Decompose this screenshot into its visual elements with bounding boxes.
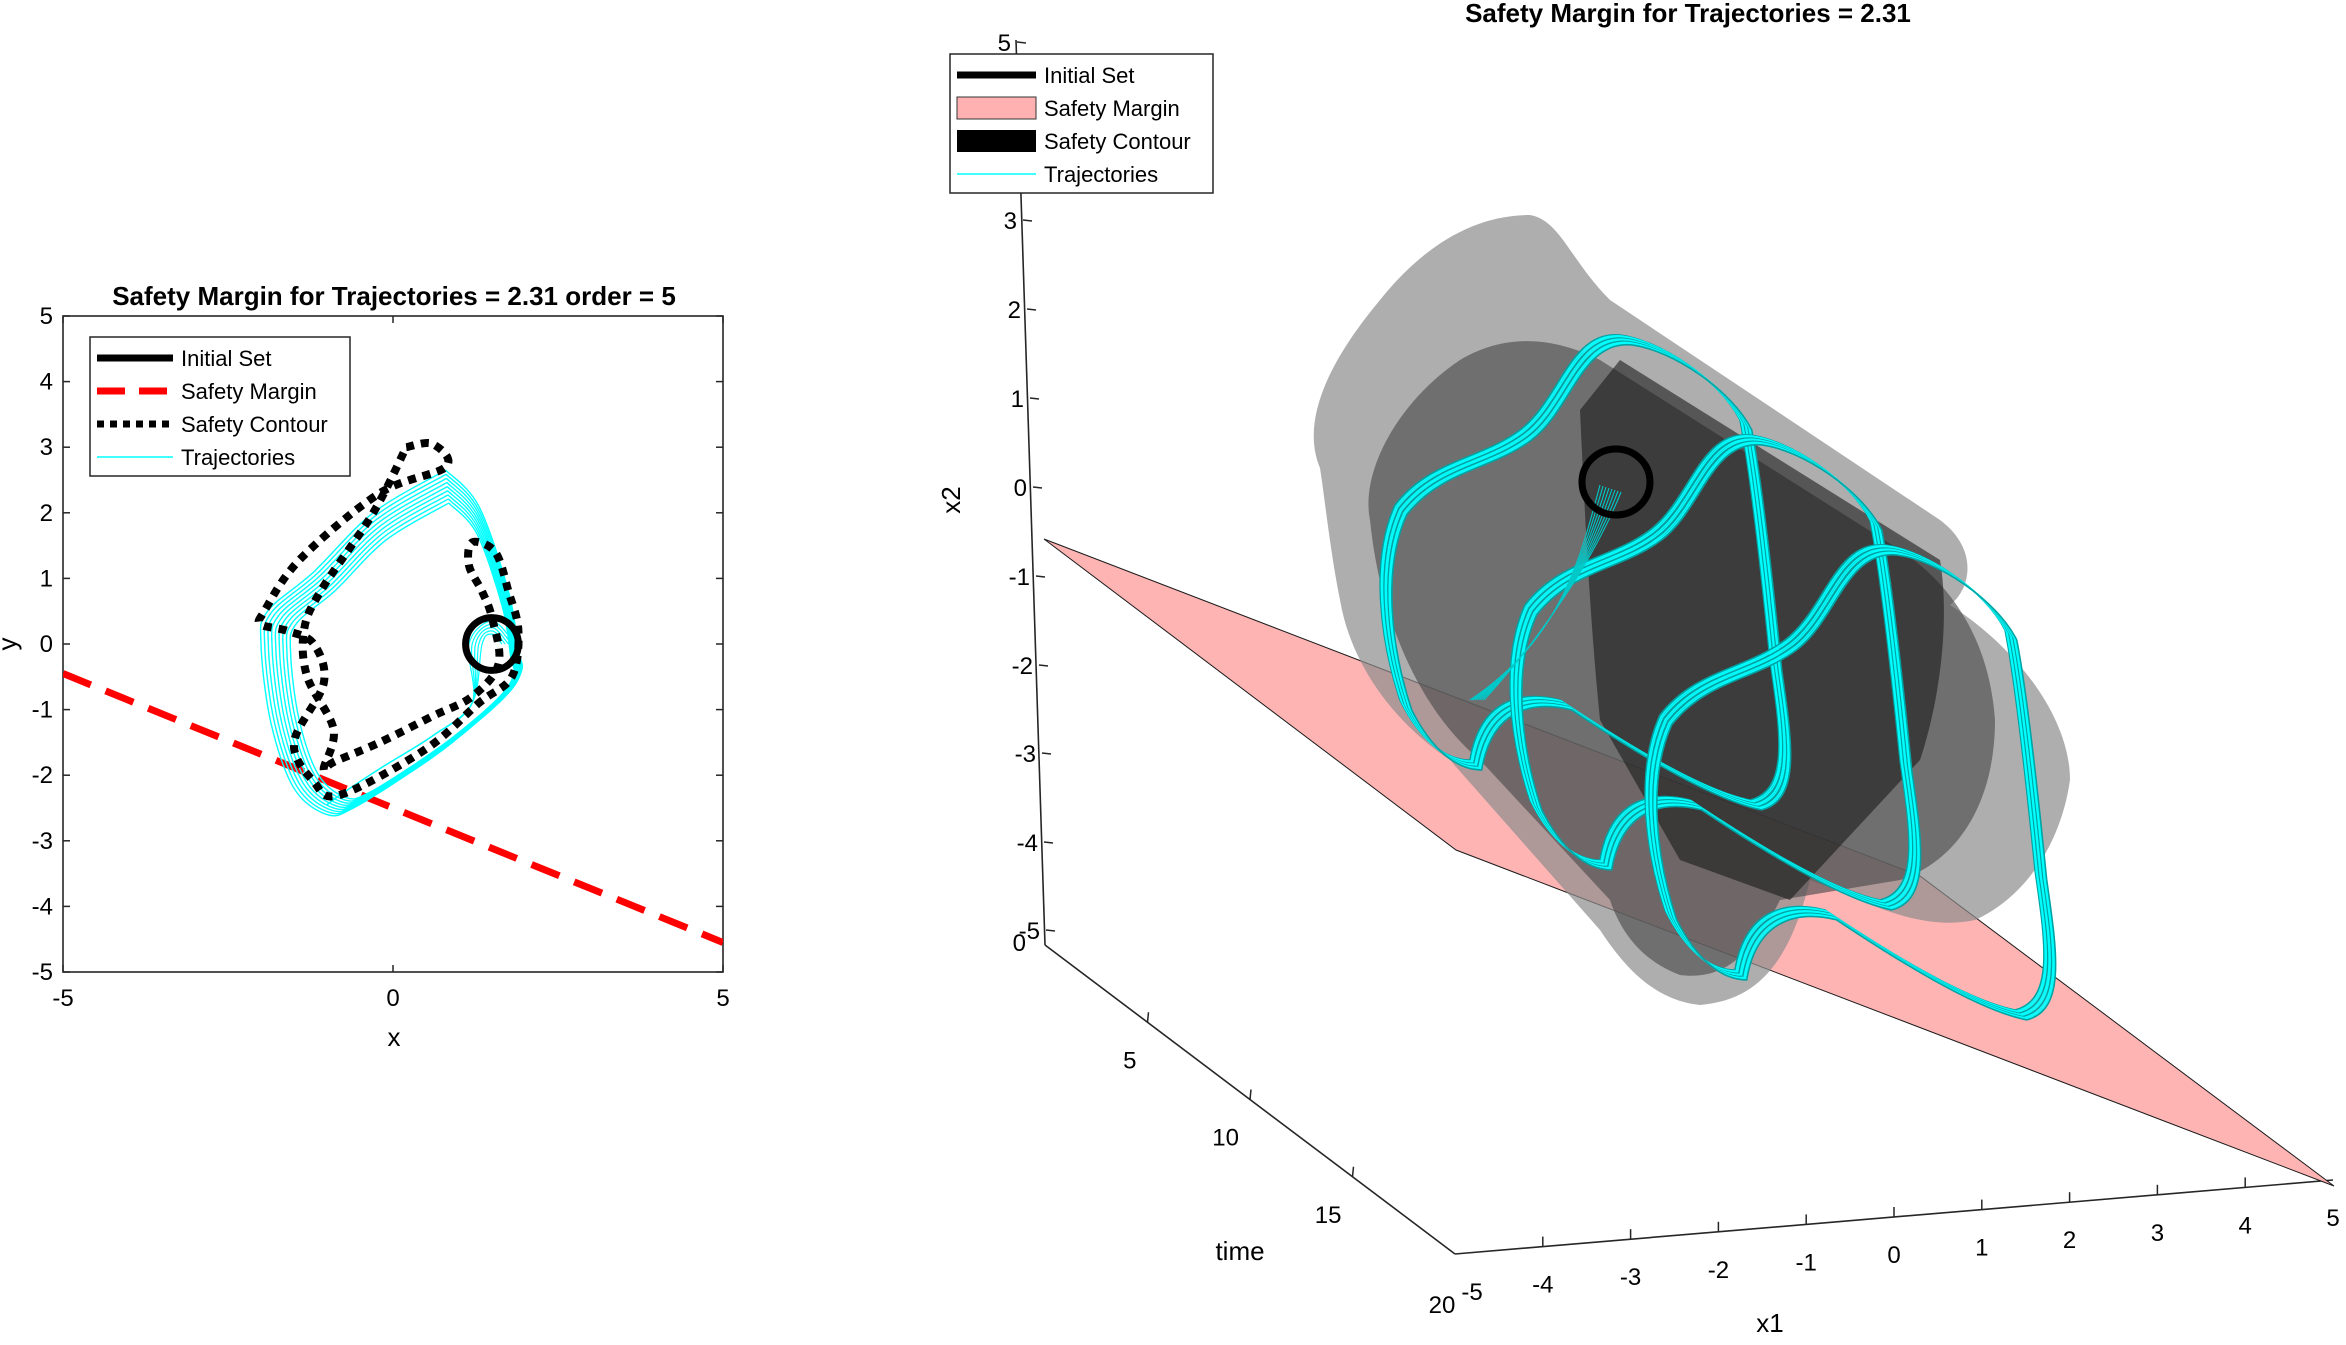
time-tick-label: 20	[1429, 1292, 1456, 1319]
x2-tick-mark	[1035, 575, 1046, 578]
legend3d-label-trajectories: Trajectories	[1044, 162, 1158, 187]
safety-contour-surface	[1313, 215, 2070, 1005]
trajectory-line	[282, 494, 518, 804]
right-chart-title: Safety Margin for Trajectories = 2.31	[1465, 0, 1911, 28]
x1-axis-label: x1	[1756, 1308, 1783, 1338]
trajectory-tube-line	[1391, 344, 1792, 811]
x-tick-label: -5	[52, 985, 73, 1012]
left-y-axis-label: y	[0, 638, 22, 651]
safety-margin-line	[63, 670, 723, 946]
y-tick-label: -1	[32, 697, 53, 724]
time-tick-mark	[1249, 1089, 1252, 1100]
legend3d-swatch-safety-margin	[956, 96, 1037, 120]
x1-tick-label: 1	[1975, 1235, 1988, 1262]
x1-tick-label: 2	[2063, 1227, 2076, 1254]
y-tick-label: -3	[32, 828, 53, 855]
y-tick-label: -4	[32, 893, 53, 920]
x2-tick-label: -5	[1019, 918, 1040, 945]
x1-tick-label: -4	[1532, 1272, 1553, 1299]
left-axis-ticks: -5 0 5 5 4 3 2 1 0 -1 -2 -3 -4 -5	[32, 303, 730, 1012]
legend3d-label-initial-set: Initial Set	[1044, 63, 1135, 88]
trajectory-line	[274, 486, 520, 809]
x2-tick-label: -4	[1017, 830, 1038, 857]
trajectory-tubes	[1379, 334, 2057, 1021]
x2-tick-mark	[1041, 752, 1052, 755]
x1-tick-label: -5	[1461, 1279, 1482, 1306]
time-tick-mark	[1146, 1012, 1150, 1023]
x2-tick-mark	[1032, 486, 1043, 489]
x1-tick-label: 3	[2151, 1220, 2164, 1247]
legend-label-safety-margin: Safety Margin	[181, 379, 317, 404]
x-tick-label: 5	[716, 985, 729, 1012]
x2-tick-label: 2	[1008, 297, 1021, 324]
y-tick-label: 1	[40, 565, 53, 592]
x2-tick-mark	[1038, 664, 1049, 667]
left-chart: Safety Margin for Trajectories = 2.31 or…	[0, 281, 730, 1052]
x1-tick-label: -3	[1620, 1264, 1641, 1291]
y-tick-label: 5	[40, 303, 53, 330]
legend-label-safety-contour: Safety Contour	[181, 412, 328, 437]
x2-tick-mark	[1026, 308, 1037, 311]
legend3d-label-safety-contour: Safety Contour	[1044, 129, 1191, 154]
y-tick-label: 0	[40, 631, 53, 658]
x2-tick-label: 0	[1014, 475, 1027, 502]
time-tick-label: 0	[1013, 930, 1026, 957]
y-tick-label: 2	[40, 500, 53, 527]
time-tick-label: 5	[1123, 1047, 1136, 1074]
time-axis-label: time	[1215, 1236, 1264, 1266]
x2-tick-label: -3	[1015, 741, 1036, 768]
legend3d-swatch-safety-contour	[957, 130, 1036, 152]
right-chart: Safety Margin for Trajectories = 2.31 5 3…	[936, 0, 2340, 1338]
initial-set-circle	[462, 614, 522, 674]
left-chart-title: Safety Margin for Trajectories = 2.31 or…	[112, 281, 676, 311]
x2-tick-mark	[1043, 841, 1054, 844]
x2-tick-label: -1	[1009, 564, 1030, 591]
time-tick-mark	[1351, 1166, 1355, 1177]
x2-axis-label: x2	[936, 486, 966, 513]
contour-core	[1580, 360, 1944, 900]
trajectory-line	[278, 490, 519, 806]
x1-tick-label: 5	[2326, 1205, 2339, 1232]
initial-set-circle-3d	[1578, 445, 1654, 519]
x2-tick-mark	[1016, 41, 1027, 44]
y-tick-label: 4	[40, 369, 53, 396]
x2-tick-label: 3	[1004, 208, 1017, 235]
time-tick-label: 10	[1212, 1125, 1239, 1152]
y-tick-label: 3	[40, 434, 53, 461]
x2-tick-mark	[1045, 929, 1056, 932]
left-legend: Initial Set Safety Margin Safety Contour…	[89, 336, 351, 477]
x2-tick-label: 1	[1011, 386, 1024, 413]
x2-tick-label: -2	[1012, 653, 1033, 680]
time-tick-label: 15	[1315, 1202, 1342, 1229]
y-tick-label: -5	[32, 959, 53, 986]
x1-tick-label: -2	[1708, 1257, 1729, 1284]
y-tick-label: -2	[32, 762, 53, 789]
left-x-axis-label: x	[388, 1022, 401, 1052]
x1-tick-label: 4	[2239, 1212, 2252, 1239]
trajectory-tube-line	[1656, 554, 2057, 1021]
x2-tick-mark	[1029, 397, 1040, 400]
x1-tick-label: -1	[1796, 1249, 1817, 1276]
x2-tick-mark	[1022, 219, 1033, 222]
left-plot-area	[63, 438, 723, 946]
safety-contour-line	[254, 438, 523, 801]
trajectory-tube-line	[1521, 444, 1922, 911]
legend-label-initial-set: Initial Set	[181, 346, 272, 371]
x-tick-label: 0	[386, 985, 399, 1012]
x2-tick-label: 5	[998, 30, 1011, 57]
right-legend: Initial Set Safety Margin Safety Contour…	[949, 53, 1214, 194]
legend-label-trajectories: Trajectories	[181, 445, 295, 470]
x1-tick-label: 0	[1887, 1242, 1900, 1269]
legend3d-label-safety-margin: Safety Margin	[1044, 96, 1180, 121]
